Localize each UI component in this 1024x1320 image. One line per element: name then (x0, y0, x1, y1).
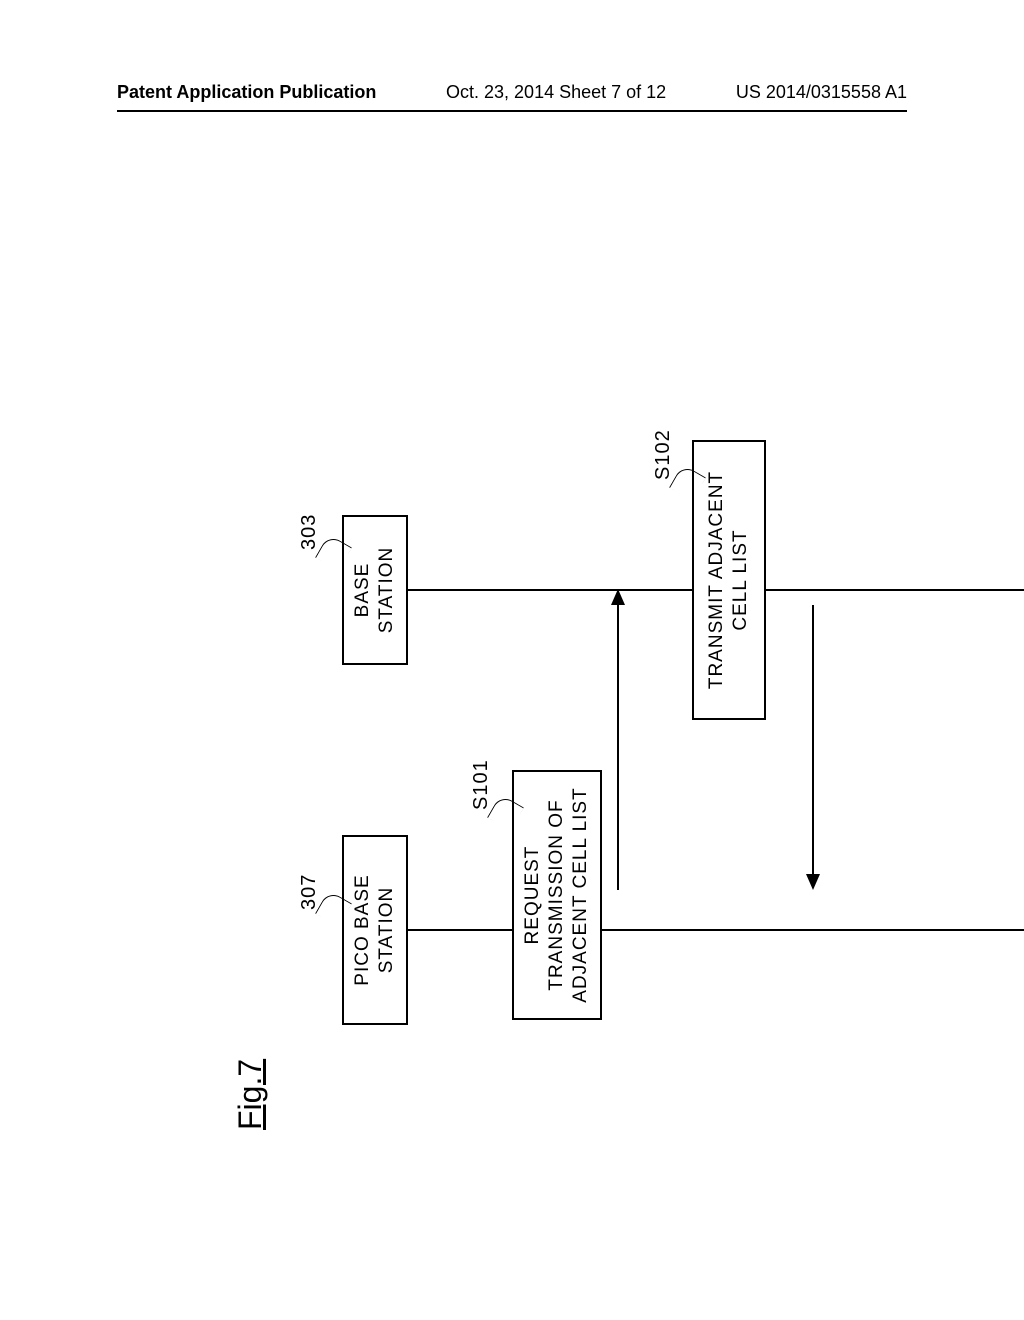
ref-s101: S101 (470, 759, 493, 810)
lifeline-pico (408, 929, 1024, 931)
ref-s102: S102 (652, 429, 675, 480)
figure-label: Fig.7 (232, 1059, 269, 1130)
header-rule (117, 110, 907, 112)
actor-base-station: BASE STATION (342, 515, 408, 665)
ref-303: 303 (298, 514, 321, 550)
arrow-s102 (812, 605, 814, 874)
header-right: US 2014/0315558 A1 (736, 82, 907, 103)
ref-307: 307 (298, 874, 321, 910)
figure-rotated-canvas: Fig.7 PICO BASE STATION BASE STATION 307 30… (212, 250, 812, 1150)
page: Patent Application Publication Oct. 23, … (0, 0, 1024, 1320)
page-header-inner: Patent Application Publication Oct. 23, … (117, 82, 907, 103)
arrow-s101-head-icon (611, 589, 625, 605)
arrow-s101 (617, 605, 619, 890)
page-header: Patent Application Publication Oct. 23, … (0, 82, 1024, 103)
header-left: Patent Application Publication (117, 82, 376, 103)
header-mid: Oct. 23, 2014 Sheet 7 of 12 (446, 82, 666, 103)
step-s101-box: REQUEST TRANSMISSION OF ADJACENT CELL LI… (512, 770, 602, 1020)
arrow-s102-head-icon (806, 874, 820, 890)
actor-pico-base-station: PICO BASE STATION (342, 835, 408, 1025)
